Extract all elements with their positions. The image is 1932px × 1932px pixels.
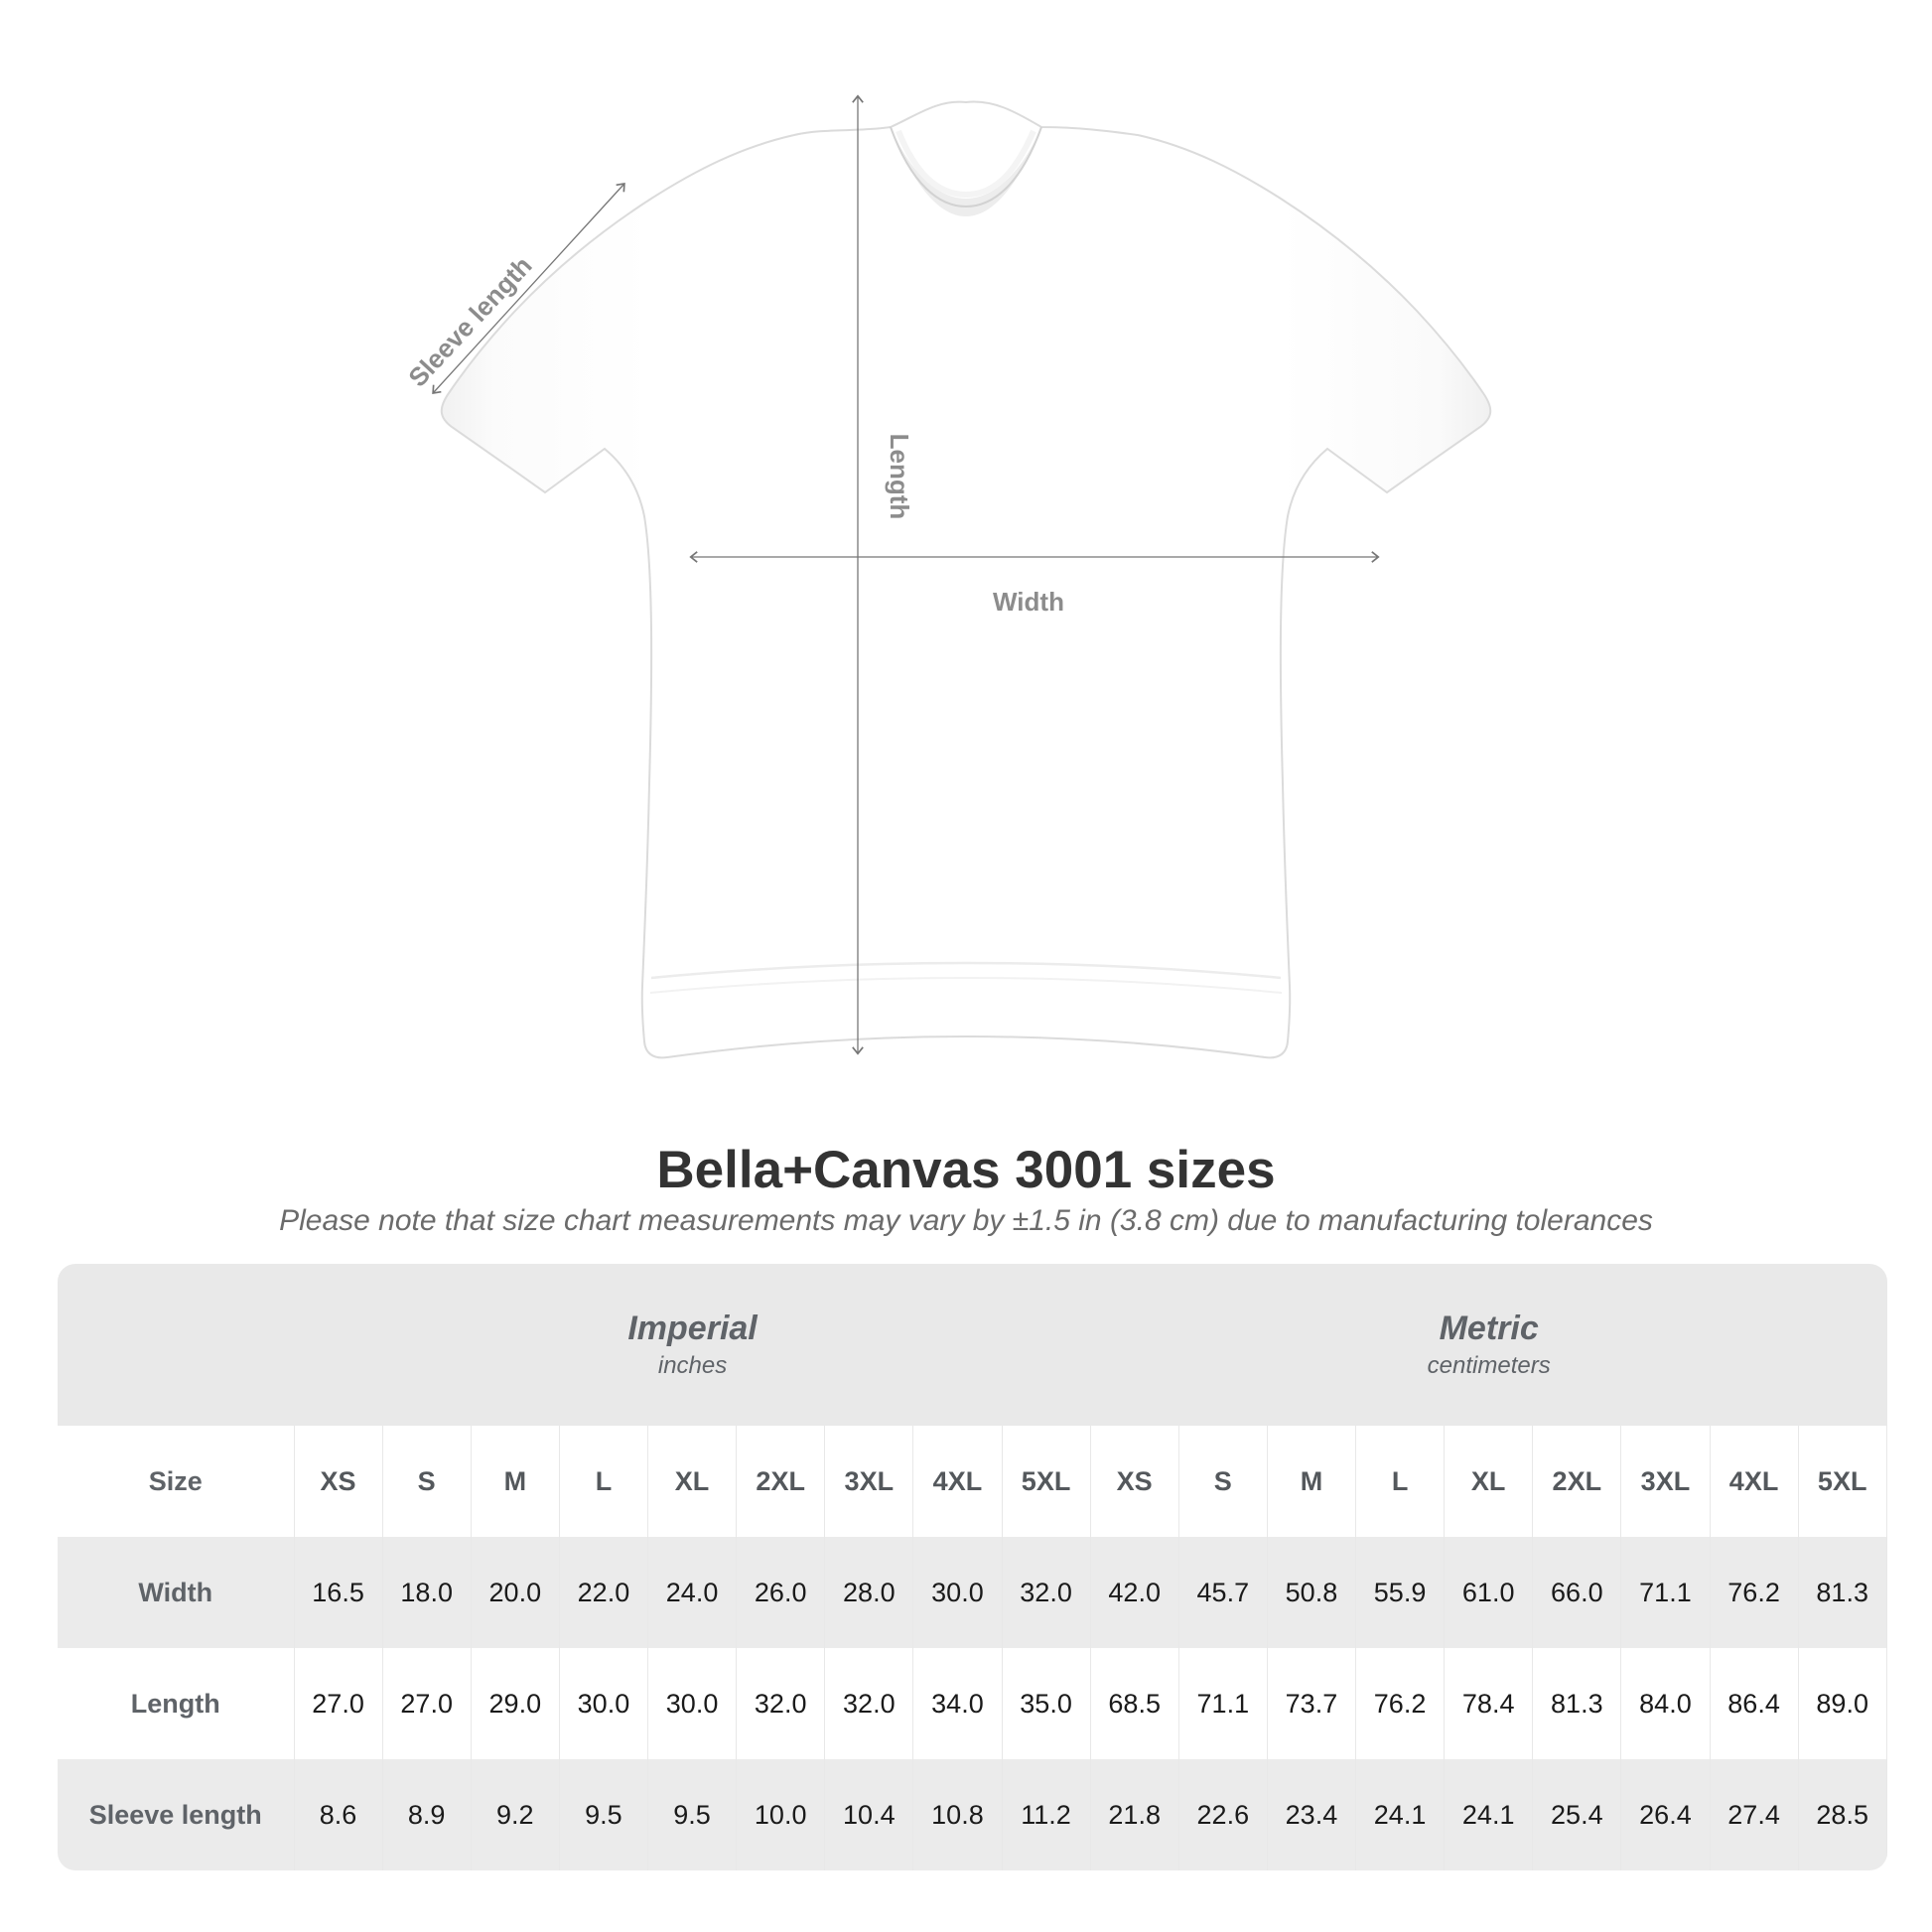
svg-text:Length: Length xyxy=(885,434,914,520)
svg-text:Width: Width xyxy=(993,587,1064,617)
